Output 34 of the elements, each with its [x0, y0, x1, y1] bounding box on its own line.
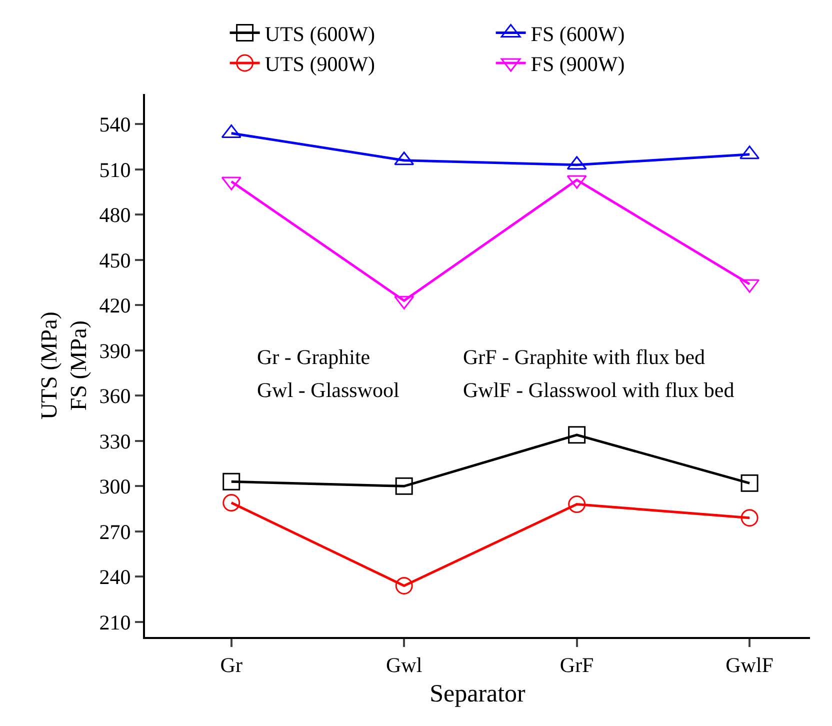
annotation: GwlF - Glasswool with flux bed: [463, 378, 735, 402]
y-tick-label: 270: [99, 520, 131, 544]
legend-label: UTS (600W): [264, 22, 376, 46]
y-tick-label: 480: [99, 203, 131, 228]
x-tick-label: Gwl: [386, 653, 422, 678]
point: [222, 494, 240, 512]
y-tick-label: 450: [99, 248, 131, 272]
y-tick-label: 330: [99, 429, 131, 454]
x-tick-label: GrF: [560, 653, 594, 678]
y-tick-label: 420: [99, 294, 131, 318]
legend-label: FS (600W): [530, 22, 625, 46]
x-tick-label: GwlF: [726, 653, 774, 678]
legend-label: UTS (900W): [264, 52, 376, 76]
y-tick-label: 540: [99, 112, 131, 137]
y-tick-label: 510: [99, 158, 131, 182]
point: [395, 477, 413, 495]
point: [222, 472, 240, 490]
point: [568, 426, 586, 444]
point: [395, 576, 413, 594]
annotation: Gwl - Glasswool: [257, 378, 400, 402]
x-axis-title: Separator: [430, 680, 526, 708]
annotation: Gr - Graphite: [257, 345, 370, 369]
y-axis-title: UTS (MPa) FS (MPa): [36, 312, 92, 420]
legend-label: FS (900W): [530, 52, 625, 76]
y-tick-label: 300: [99, 474, 131, 499]
point: [740, 509, 758, 527]
point: [568, 496, 586, 514]
x-tick-label: Gr: [220, 653, 242, 678]
point: [740, 474, 758, 492]
y-tick-label: 240: [99, 565, 131, 590]
y-tick-label: 210: [99, 610, 131, 634]
y-tick-label: 360: [99, 384, 131, 408]
annotation: GrF - Graphite with flux bed: [463, 345, 706, 369]
y-tick-label: 390: [99, 338, 131, 363]
